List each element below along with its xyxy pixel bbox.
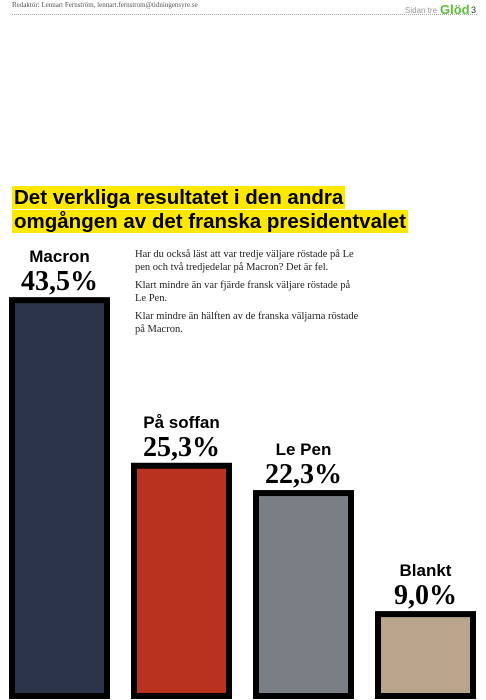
notes: Har du också läst att var tredje väljare… [135, 248, 363, 341]
brand: Glöd [440, 2, 470, 17]
category-label: Blankt [400, 561, 452, 580]
category-label: På soffan [143, 413, 220, 432]
section: Sidan tre [405, 6, 438, 15]
value-label: 43,5% [21, 266, 98, 297]
bar [131, 462, 232, 699]
rule [12, 14, 477, 15]
category-label: Macron [29, 247, 89, 266]
title-line: Det verkliga resultatet i den andra [12, 186, 346, 209]
value-label: 25,3% [143, 432, 220, 463]
page-number: 3 [471, 5, 477, 15]
bar [9, 297, 110, 699]
note: Klar mindre än hälften av de franska väl… [135, 311, 359, 335]
value-label: 22,3% [265, 459, 342, 490]
note: Klart mindre än var fjärde fransk väljar… [135, 280, 351, 304]
bar [375, 611, 476, 699]
chart-title: Det verkliga resultatet i den andra omgå… [12, 186, 408, 234]
byline: Redaktör: Lennart Fernström, lennart.fer… [12, 1, 198, 9]
title-line: omgången av det franska presidentvalet [12, 210, 408, 233]
value-label: 9,0% [394, 580, 457, 611]
note: Har du också läst att var tredje väljare… [135, 249, 354, 273]
category-label: Le Pen [276, 440, 332, 459]
bar [253, 490, 354, 699]
